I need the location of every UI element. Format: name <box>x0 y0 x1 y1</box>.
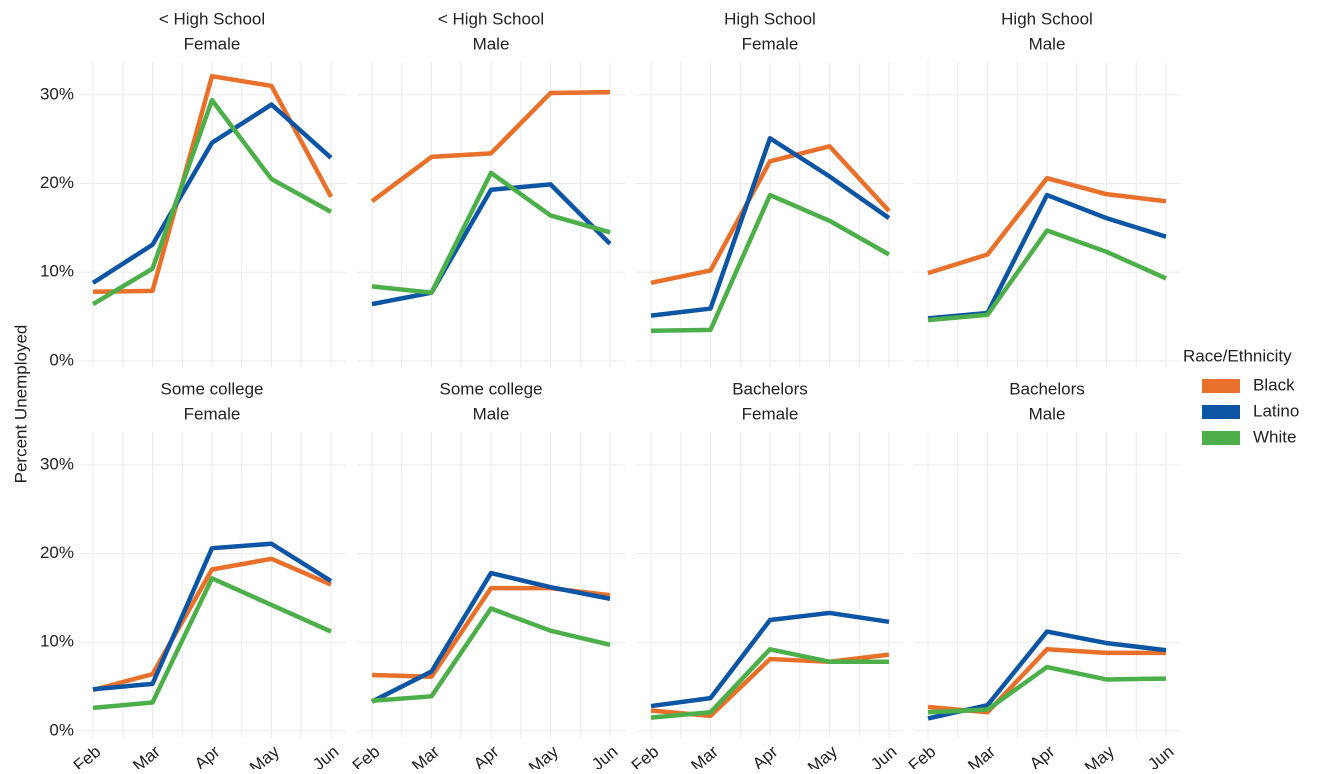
series-line <box>371 182 612 307</box>
legend-key <box>1202 431 1240 445</box>
series-line <box>370 89 611 204</box>
panel-title: High School <box>724 9 816 28</box>
series-line <box>370 570 611 704</box>
x-tick-label: May <box>246 742 283 769</box>
panel-subtitle: Female <box>184 34 241 53</box>
legend-label: Black <box>1253 375 1295 394</box>
x-tick-label: Feb <box>70 742 105 769</box>
x-tick-label: Mar <box>408 742 443 769</box>
x-tick-label: Feb <box>628 742 663 769</box>
x-tick-label: Mar <box>129 742 164 769</box>
series-line <box>91 97 333 307</box>
x-tick-label: Apr <box>191 742 224 769</box>
panel-subtitle: Female <box>742 34 799 53</box>
x-tick-label: Jun <box>867 742 900 769</box>
x-tick-label: Jun <box>309 742 342 769</box>
legend-title: Race/Ethnicity <box>1183 346 1292 365</box>
legend-label: Latino <box>1253 401 1299 420</box>
y-tick-label: 10% <box>40 632 74 651</box>
series-line <box>927 175 1167 276</box>
y-tick-label: 0% <box>49 720 74 739</box>
legend-key <box>1202 405 1240 419</box>
panel-title: Some college <box>160 379 263 398</box>
panel-subtitle: Male <box>1029 34 1066 53</box>
series-line <box>927 228 1167 323</box>
y-tick-label: 10% <box>40 262 74 281</box>
panel-subtitle: Male <box>473 404 510 423</box>
y-tick-label: 20% <box>40 543 74 562</box>
panel-title: Bachelors <box>1009 379 1085 398</box>
panel-title: High School <box>1001 9 1093 28</box>
y-axis-label: Percent Unemployed <box>11 325 30 484</box>
legend-label: White <box>1253 427 1296 446</box>
x-tick-label: May <box>804 742 841 769</box>
x-tick-label: Mar <box>964 742 999 769</box>
panel-title: Bachelors <box>732 379 808 398</box>
y-tick-label: 30% <box>40 84 74 103</box>
x-tick-label: Feb <box>905 742 940 769</box>
panel-subtitle: Male <box>473 34 510 53</box>
legend-key <box>1202 379 1240 393</box>
x-tick-label: Apr <box>470 742 503 769</box>
series-line <box>371 170 611 295</box>
y-tick-label: 30% <box>40 454 74 473</box>
panel-title: < High School <box>159 9 265 28</box>
panel-title: Some college <box>439 379 542 398</box>
series-line <box>650 610 890 709</box>
series-line <box>91 102 333 285</box>
x-tick-label: Apr <box>1026 742 1059 769</box>
x-tick-label: May <box>1081 742 1118 769</box>
x-tick-label: Apr <box>749 742 782 769</box>
panel-subtitle: Male <box>1029 404 1066 423</box>
panel-title: < High School <box>438 9 544 28</box>
series-line <box>92 556 332 693</box>
x-tick-label: Jun <box>588 742 621 769</box>
x-tick-label: Feb <box>349 742 384 769</box>
x-tick-label: Mar <box>687 742 722 769</box>
series-line <box>650 647 889 720</box>
series-line <box>650 192 891 333</box>
y-tick-label: 20% <box>40 173 74 192</box>
panel-subtitle: Female <box>184 404 241 423</box>
y-tick-label: 0% <box>49 350 74 369</box>
panel-subtitle: Female <box>742 404 799 423</box>
series-line <box>92 541 333 692</box>
series-line <box>650 144 891 286</box>
series-line <box>927 664 1167 715</box>
x-tick-label: May <box>525 742 562 769</box>
series-line <box>92 576 332 711</box>
x-tick-label: Jun <box>1144 742 1177 769</box>
series-line <box>650 136 891 318</box>
series-line <box>371 606 611 703</box>
